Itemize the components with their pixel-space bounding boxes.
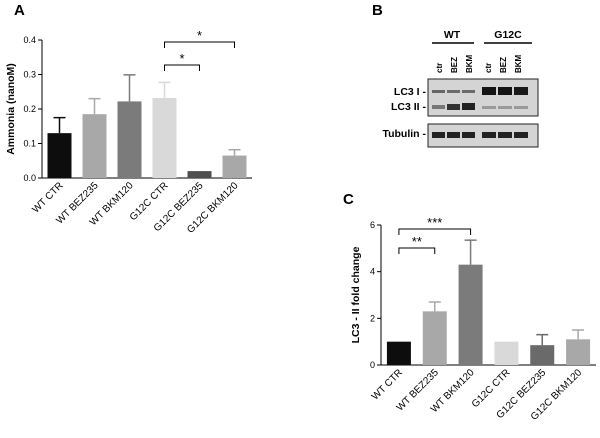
bar — [386, 341, 411, 365]
blot-lane-5: BEZ — [499, 57, 508, 73]
blot-band — [432, 132, 445, 138]
y-tick-label: 0.1 — [23, 139, 36, 149]
bar — [187, 171, 212, 178]
y-tick-label: 2 — [370, 313, 375, 323]
y-tick-label: 4 — [370, 267, 375, 277]
x-tick-label: WT CTR — [30, 180, 65, 215]
blot-band — [447, 90, 460, 93]
y-tick-label: 0 — [370, 360, 375, 370]
blot-band — [514, 87, 528, 95]
blot-group-wt: WT — [444, 29, 461, 41]
blot-band — [498, 87, 512, 95]
blot-band — [482, 87, 496, 95]
significance-label: ** — [412, 234, 422, 249]
panel-a-letter: A — [14, 2, 25, 19]
blot-lane-1: ctr — [435, 63, 444, 73]
y-tick-label: 6 — [370, 220, 375, 230]
bar — [566, 339, 591, 365]
bar — [458, 264, 483, 365]
y-axis-label: LC3 - II fold change — [350, 246, 362, 343]
significance-bracket — [164, 64, 200, 71]
significance-label: *** — [427, 215, 442, 230]
bar — [422, 311, 447, 365]
x-tick-label: WT CTR — [370, 367, 405, 402]
bar — [152, 97, 177, 178]
significance-label: * — [197, 28, 202, 43]
y-tick-label: 0.3 — [23, 70, 36, 80]
blot-band — [432, 90, 445, 93]
y-tick-label: 0.2 — [23, 104, 36, 114]
bar — [530, 345, 555, 365]
blot-band — [462, 90, 475, 93]
bar — [82, 114, 107, 178]
panel-b-letter: B — [372, 2, 383, 19]
blot-lc3-membrane — [427, 78, 539, 117]
bar — [494, 341, 519, 365]
significance-label: * — [179, 51, 184, 66]
panel-c-letter: C — [343, 191, 354, 208]
blot-row-tubulin: Tubulin - — [382, 128, 426, 140]
blot-band — [498, 132, 512, 138]
bar — [222, 155, 247, 178]
blot-band — [482, 106, 496, 109]
y-tick-label: 0.0 — [23, 173, 36, 183]
blot-lane-2: BEZ — [450, 57, 459, 73]
blot-lane-3: BKM — [465, 54, 474, 73]
blot-band — [514, 132, 528, 138]
blot-lane-6: BKM — [514, 54, 523, 73]
blot-band — [514, 106, 528, 109]
blot-row-lc3i: LC3 I - — [394, 86, 427, 98]
bar — [47, 133, 72, 178]
blot-group-g12c: G12C — [494, 29, 522, 41]
western-blot: WT G12C ctr BEZ BKM ctr BEZ BKM LC3 I - … — [382, 29, 539, 148]
y-axis-label: Ammonia (nanoM) — [5, 63, 17, 155]
blot-band — [447, 104, 460, 110]
blot-band — [498, 106, 512, 109]
significance-bracket — [398, 247, 436, 254]
blot-band — [432, 105, 445, 109]
blot-band — [462, 132, 475, 138]
blot-band — [447, 132, 460, 138]
blot-band — [462, 103, 475, 110]
bar — [117, 101, 142, 178]
significance-bracket — [164, 41, 235, 48]
blot-band — [482, 132, 496, 138]
significance-bracket — [398, 228, 472, 235]
blot-row-lc3ii: LC3 II - — [391, 101, 427, 113]
y-tick-label: 0.4 — [23, 35, 36, 45]
blot-lane-4: ctr — [484, 63, 493, 73]
